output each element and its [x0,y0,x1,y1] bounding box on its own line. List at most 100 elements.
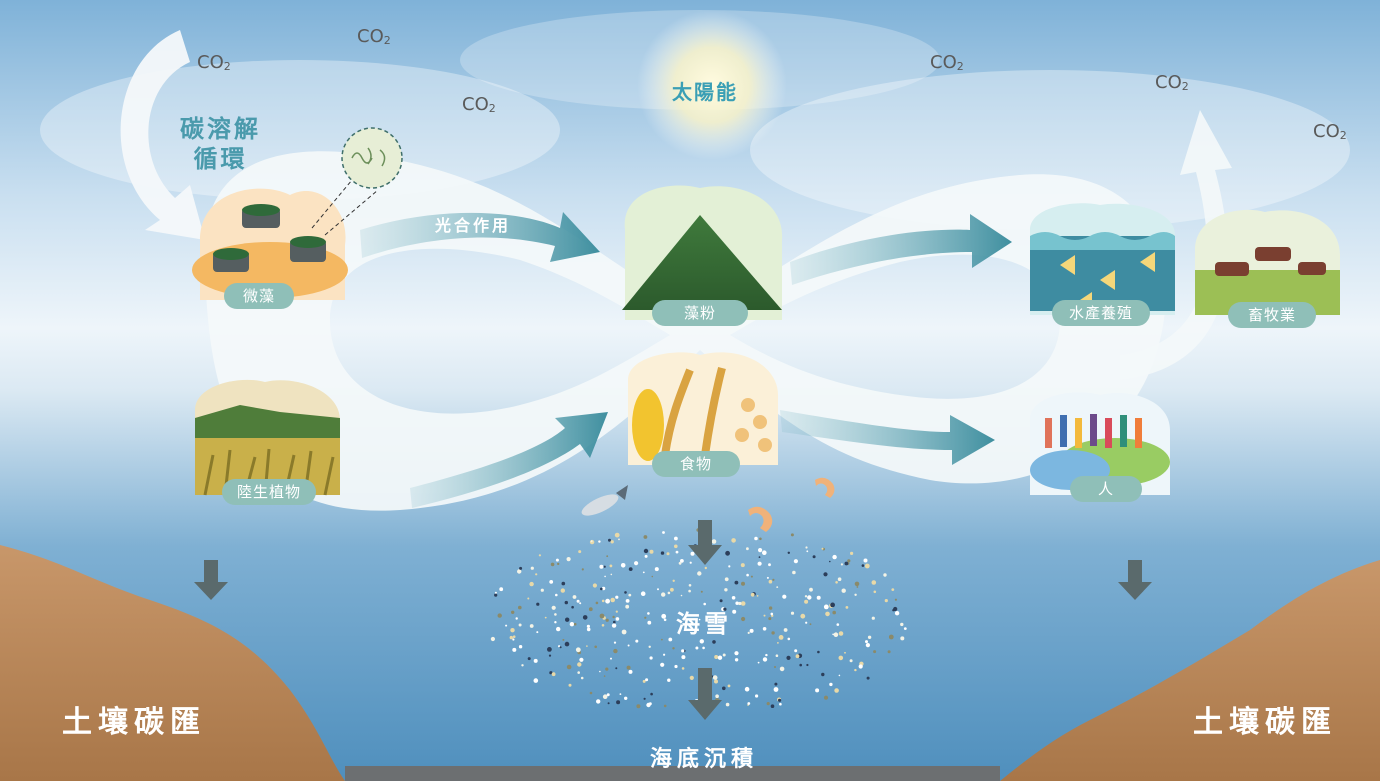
snow-particle [837,577,842,581]
snow-particle [681,649,685,653]
snow-particle [615,617,620,621]
snow-particle [747,702,751,705]
snow-particle [588,607,593,612]
shrimp [815,477,835,498]
snow-particle [854,668,857,672]
snow-particle [805,546,808,549]
snow-particle [806,550,809,553]
snow-particle [844,651,846,654]
snow-particle [613,620,616,624]
snow-particle [661,613,667,619]
snow-particle [519,566,523,570]
snow-particle [663,653,666,656]
snow-particle [817,650,820,654]
snow-particle [662,531,665,534]
snow-particle [680,559,684,563]
snow-particle [873,590,877,594]
snow-particle [582,615,588,620]
snow-particle [688,584,692,587]
snow-particle [650,692,653,696]
snow-particle [900,636,905,641]
snow-particle [536,631,539,634]
snow-particle [734,658,739,662]
shrimp [748,506,773,532]
snow-particle [610,657,612,660]
snow-particle [564,641,570,647]
snow-particle [580,676,584,680]
snow-particle [807,595,812,600]
snow-particle [530,566,534,570]
snow-particle [873,650,877,654]
snow-particle [602,694,608,699]
snow-particle [838,674,841,677]
snow-particle [586,627,591,632]
snow-particle [844,561,849,566]
snow-particle [636,704,641,709]
snow-particle [757,661,760,664]
snow-particle [861,564,865,567]
snow-particle [835,581,838,584]
snow-particle [703,602,706,606]
snow-particle [688,589,691,593]
snow-particle [590,540,593,543]
snow-particle [612,615,615,619]
node-label-aquaculture: 水產養殖 [1052,300,1150,326]
snow-particle [667,591,671,595]
snow-particle [614,532,620,538]
snow-particle [549,580,554,584]
co2-label: CO2 [462,94,496,115]
snow-particle [611,623,617,628]
snow-particle [529,581,534,587]
snow-particle [600,587,603,591]
snow-particle [744,686,750,692]
snow-particle [674,544,678,549]
snow-particle [509,635,513,640]
snow-particle [728,565,731,568]
snow-particle [560,588,565,593]
snow-particle [624,696,628,700]
snow-particle [568,683,572,687]
snow-particle [599,613,605,619]
snow-particle [847,559,851,563]
microalgae-illustration [192,127,403,300]
snow-particle [719,599,723,603]
snow-particle [642,571,645,574]
snow-particle [657,588,659,591]
snow-particle [517,569,522,574]
snow-particle [768,606,773,610]
snow-particle [883,573,887,577]
snow-particle [778,698,782,702]
node-label-food: 食物 [652,451,740,477]
snow-particle [714,679,718,684]
snow-particle [660,662,665,667]
photosynthesis-arrow [360,212,600,262]
snow-particle [732,609,737,614]
snow-particle [647,612,650,615]
snow-particle [518,645,523,649]
carbon-cycle-label-line-2: 循環 [193,145,248,173]
snow-particle [555,558,559,562]
snow-particle [603,675,606,677]
snow-particle [635,639,639,643]
snow-particle [606,693,610,697]
snow-particle [624,591,627,594]
snow-particle [647,620,652,625]
snow-particle [625,604,630,609]
snow-particle [724,588,728,592]
snow-particle [755,694,759,698]
snow-particle [576,599,580,603]
snow-particle [700,590,703,593]
snow-particle [746,547,749,551]
snow-particle [849,659,853,663]
snow-particle [566,557,571,562]
snow-particle [569,622,575,627]
co2-label: CO2 [1155,72,1189,93]
snow-particle [725,702,730,707]
snow-particle [812,555,816,559]
snow-particle [666,552,670,556]
snow-particle [559,646,562,649]
snow-particle [790,533,794,537]
snow-particle [663,704,667,708]
snow-particle [731,596,736,600]
